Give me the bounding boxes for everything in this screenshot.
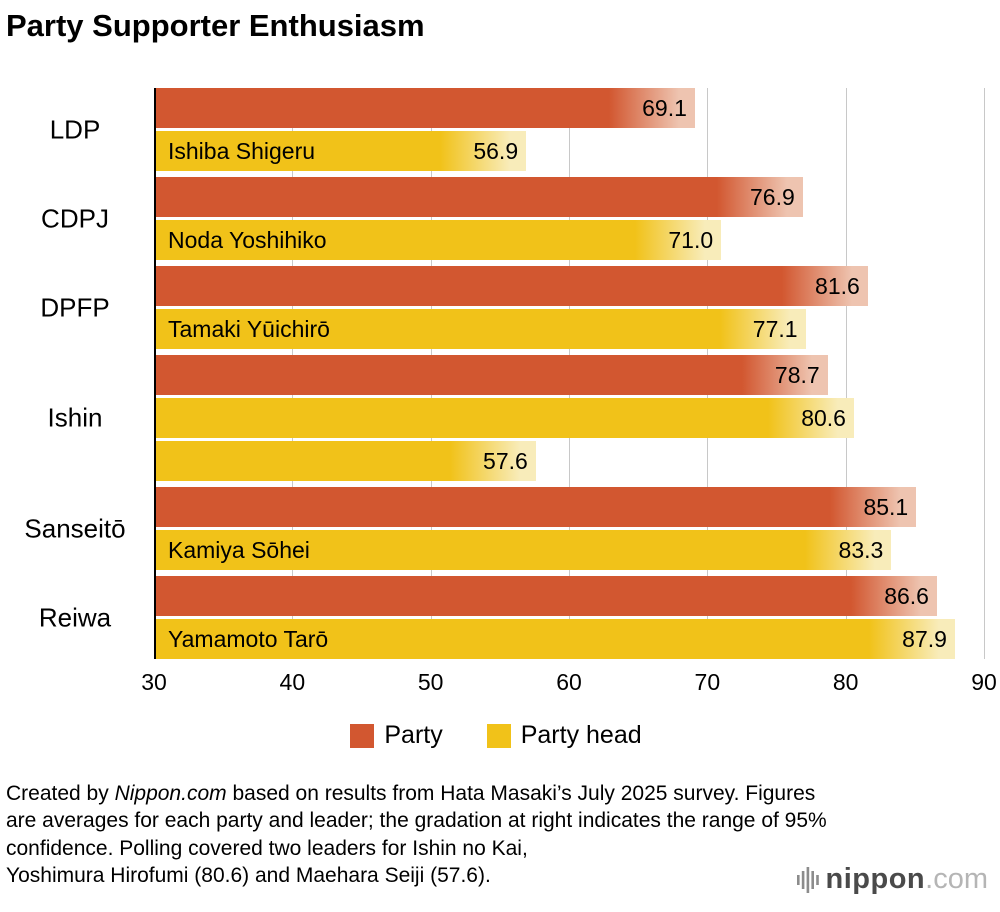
legend-label-party: Party bbox=[384, 721, 443, 749]
party-label-reiwa: Reiwa bbox=[38, 602, 112, 632]
bar-dpfp-party: 81.6 bbox=[154, 266, 868, 306]
legend-item-party: Party bbox=[350, 721, 443, 750]
value-label: 86.6 bbox=[884, 582, 929, 609]
logo-text: nippon bbox=[825, 863, 926, 895]
x-axis: 30 40 50 60 70 80 90 bbox=[141, 667, 997, 699]
bar-group-reiwa: Reiwa 86.6 Yamamoto Tarō 87.9 bbox=[39, 576, 984, 659]
bar-group-ldp: LDP 69.1 Ishiba Shigeru 56.9 bbox=[50, 88, 984, 171]
bar-cdpj-party: 76.9 bbox=[154, 177, 803, 217]
party-label-sanseito: Sanseitō bbox=[24, 513, 126, 543]
value-label: 76.9 bbox=[750, 183, 795, 210]
bar-reiwa-head: Yamamoto Tarō 87.9 bbox=[154, 619, 955, 659]
gridline-90 bbox=[984, 88, 985, 659]
value-label: 81.6 bbox=[815, 272, 860, 299]
legend: Party Party head bbox=[6, 721, 986, 750]
x-tick-80: 80 bbox=[832, 669, 859, 695]
bar-ishin-head2: 57.6 bbox=[154, 441, 536, 481]
x-tick-40: 40 bbox=[279, 669, 306, 695]
note-brand: Nippon.com bbox=[114, 782, 227, 805]
bar-dpfp-head: Tamaki Yūichirō 77.1 bbox=[154, 309, 806, 349]
leader-name: Ishiba Shigeru bbox=[168, 137, 316, 164]
value-label: 71.0 bbox=[668, 226, 714, 253]
party-label-ishin: Ishin bbox=[47, 402, 103, 433]
value-label: 77.1 bbox=[752, 315, 798, 342]
nippon-logo: nippon.com bbox=[796, 863, 988, 896]
value-label: 85.1 bbox=[863, 493, 909, 520]
leader-name: Tamaki Yūichirō bbox=[168, 315, 330, 342]
note-line4: Yoshimura Hirofumi (80.6) and Maehara Se… bbox=[6, 863, 491, 887]
source-note: Created by Nippon.com based on results f… bbox=[6, 780, 986, 889]
legend-item-party-head: Party head bbox=[486, 721, 642, 750]
leader-name: Yamamoto Tarō bbox=[168, 625, 329, 652]
bar-reiwa-party: 86.6 bbox=[154, 576, 937, 616]
logo-tld: .com bbox=[925, 863, 988, 895]
bar-group-ishin: Ishin 78.7 80.6 57.6 bbox=[48, 355, 984, 481]
bar-ldp-party: 69.1 bbox=[154, 88, 695, 128]
nippon-waveform-icon bbox=[796, 866, 819, 894]
party-swatch-icon bbox=[350, 723, 375, 748]
x-tick-70: 70 bbox=[694, 669, 721, 695]
bar-group-cdpj: CDPJ 76.9 Noda Yoshihiko 71.0 bbox=[41, 177, 984, 260]
leader-name: Kamiya Sōhei bbox=[168, 536, 310, 563]
note-line1: based on results from Hata Masaki’s July… bbox=[226, 782, 816, 805]
bar-sanseito-party: 85.1 bbox=[154, 487, 917, 527]
bar-chart: LDP 69.1 Ishiba Shigeru 56.9 CDPJ 76.9 Noda Yo… bbox=[24, 88, 997, 699]
bar-groups: LDP 69.1 Ishiba Shigeru 56.9 CDPJ 76.9 Noda Yo… bbox=[24, 88, 984, 659]
party-label-dpfp: DPFP bbox=[40, 292, 110, 322]
value-label: 78.7 bbox=[774, 361, 820, 388]
bar-ishin-head1: 80.6 bbox=[154, 398, 854, 438]
bar-ishin-party: 78.7 bbox=[154, 355, 828, 395]
value-label: 56.9 bbox=[473, 137, 519, 164]
legend-label-party-head: Party head bbox=[520, 721, 642, 749]
x-tick-60: 60 bbox=[556, 669, 582, 695]
plot-area: LDP 69.1 Ishiba Shigeru 56.9 CDPJ 76.9 Noda Yo… bbox=[24, 88, 985, 659]
x-tick-50: 50 bbox=[417, 669, 444, 695]
value-label: 80.6 bbox=[801, 404, 846, 431]
bar-ldp-head: Ishiba Shigeru 56.9 bbox=[154, 131, 527, 171]
note-line2: are averages for each party and leader; … bbox=[6, 809, 827, 833]
party-head-swatch-icon bbox=[486, 723, 511, 748]
bar-group-dpfp: DPFP 81.6 Tamaki Yūichirō 77.1 bbox=[40, 266, 984, 349]
bar-cdpj-head: Noda Yoshihiko 71.0 bbox=[154, 220, 722, 260]
bar-group-sanseito: Sanseitō 85.1 Kamiya Sōhei 83.3 bbox=[24, 487, 984, 570]
y-axis-line bbox=[154, 88, 156, 659]
note-line3: confidence. Polling covered two leaders … bbox=[6, 836, 528, 860]
x-tick-90: 90 bbox=[971, 669, 997, 695]
value-label: 57.6 bbox=[483, 447, 528, 474]
page-title: Party Supporter Enthusiasm bbox=[6, 8, 425, 43]
value-label: 87.9 bbox=[902, 625, 947, 652]
leader-name: Noda Yoshihiko bbox=[168, 226, 327, 253]
party-label-cdpj: CDPJ bbox=[41, 203, 109, 233]
party-label-ldp: LDP bbox=[49, 114, 101, 144]
bar-sanseito-head: Kamiya Sōhei 83.3 bbox=[154, 530, 892, 570]
value-label: 83.3 bbox=[838, 536, 884, 563]
gridline-80 bbox=[845, 88, 847, 659]
x-tick-30: 30 bbox=[141, 669, 167, 695]
note-prefix: Created by bbox=[6, 782, 115, 805]
value-label: 69.1 bbox=[642, 94, 687, 121]
